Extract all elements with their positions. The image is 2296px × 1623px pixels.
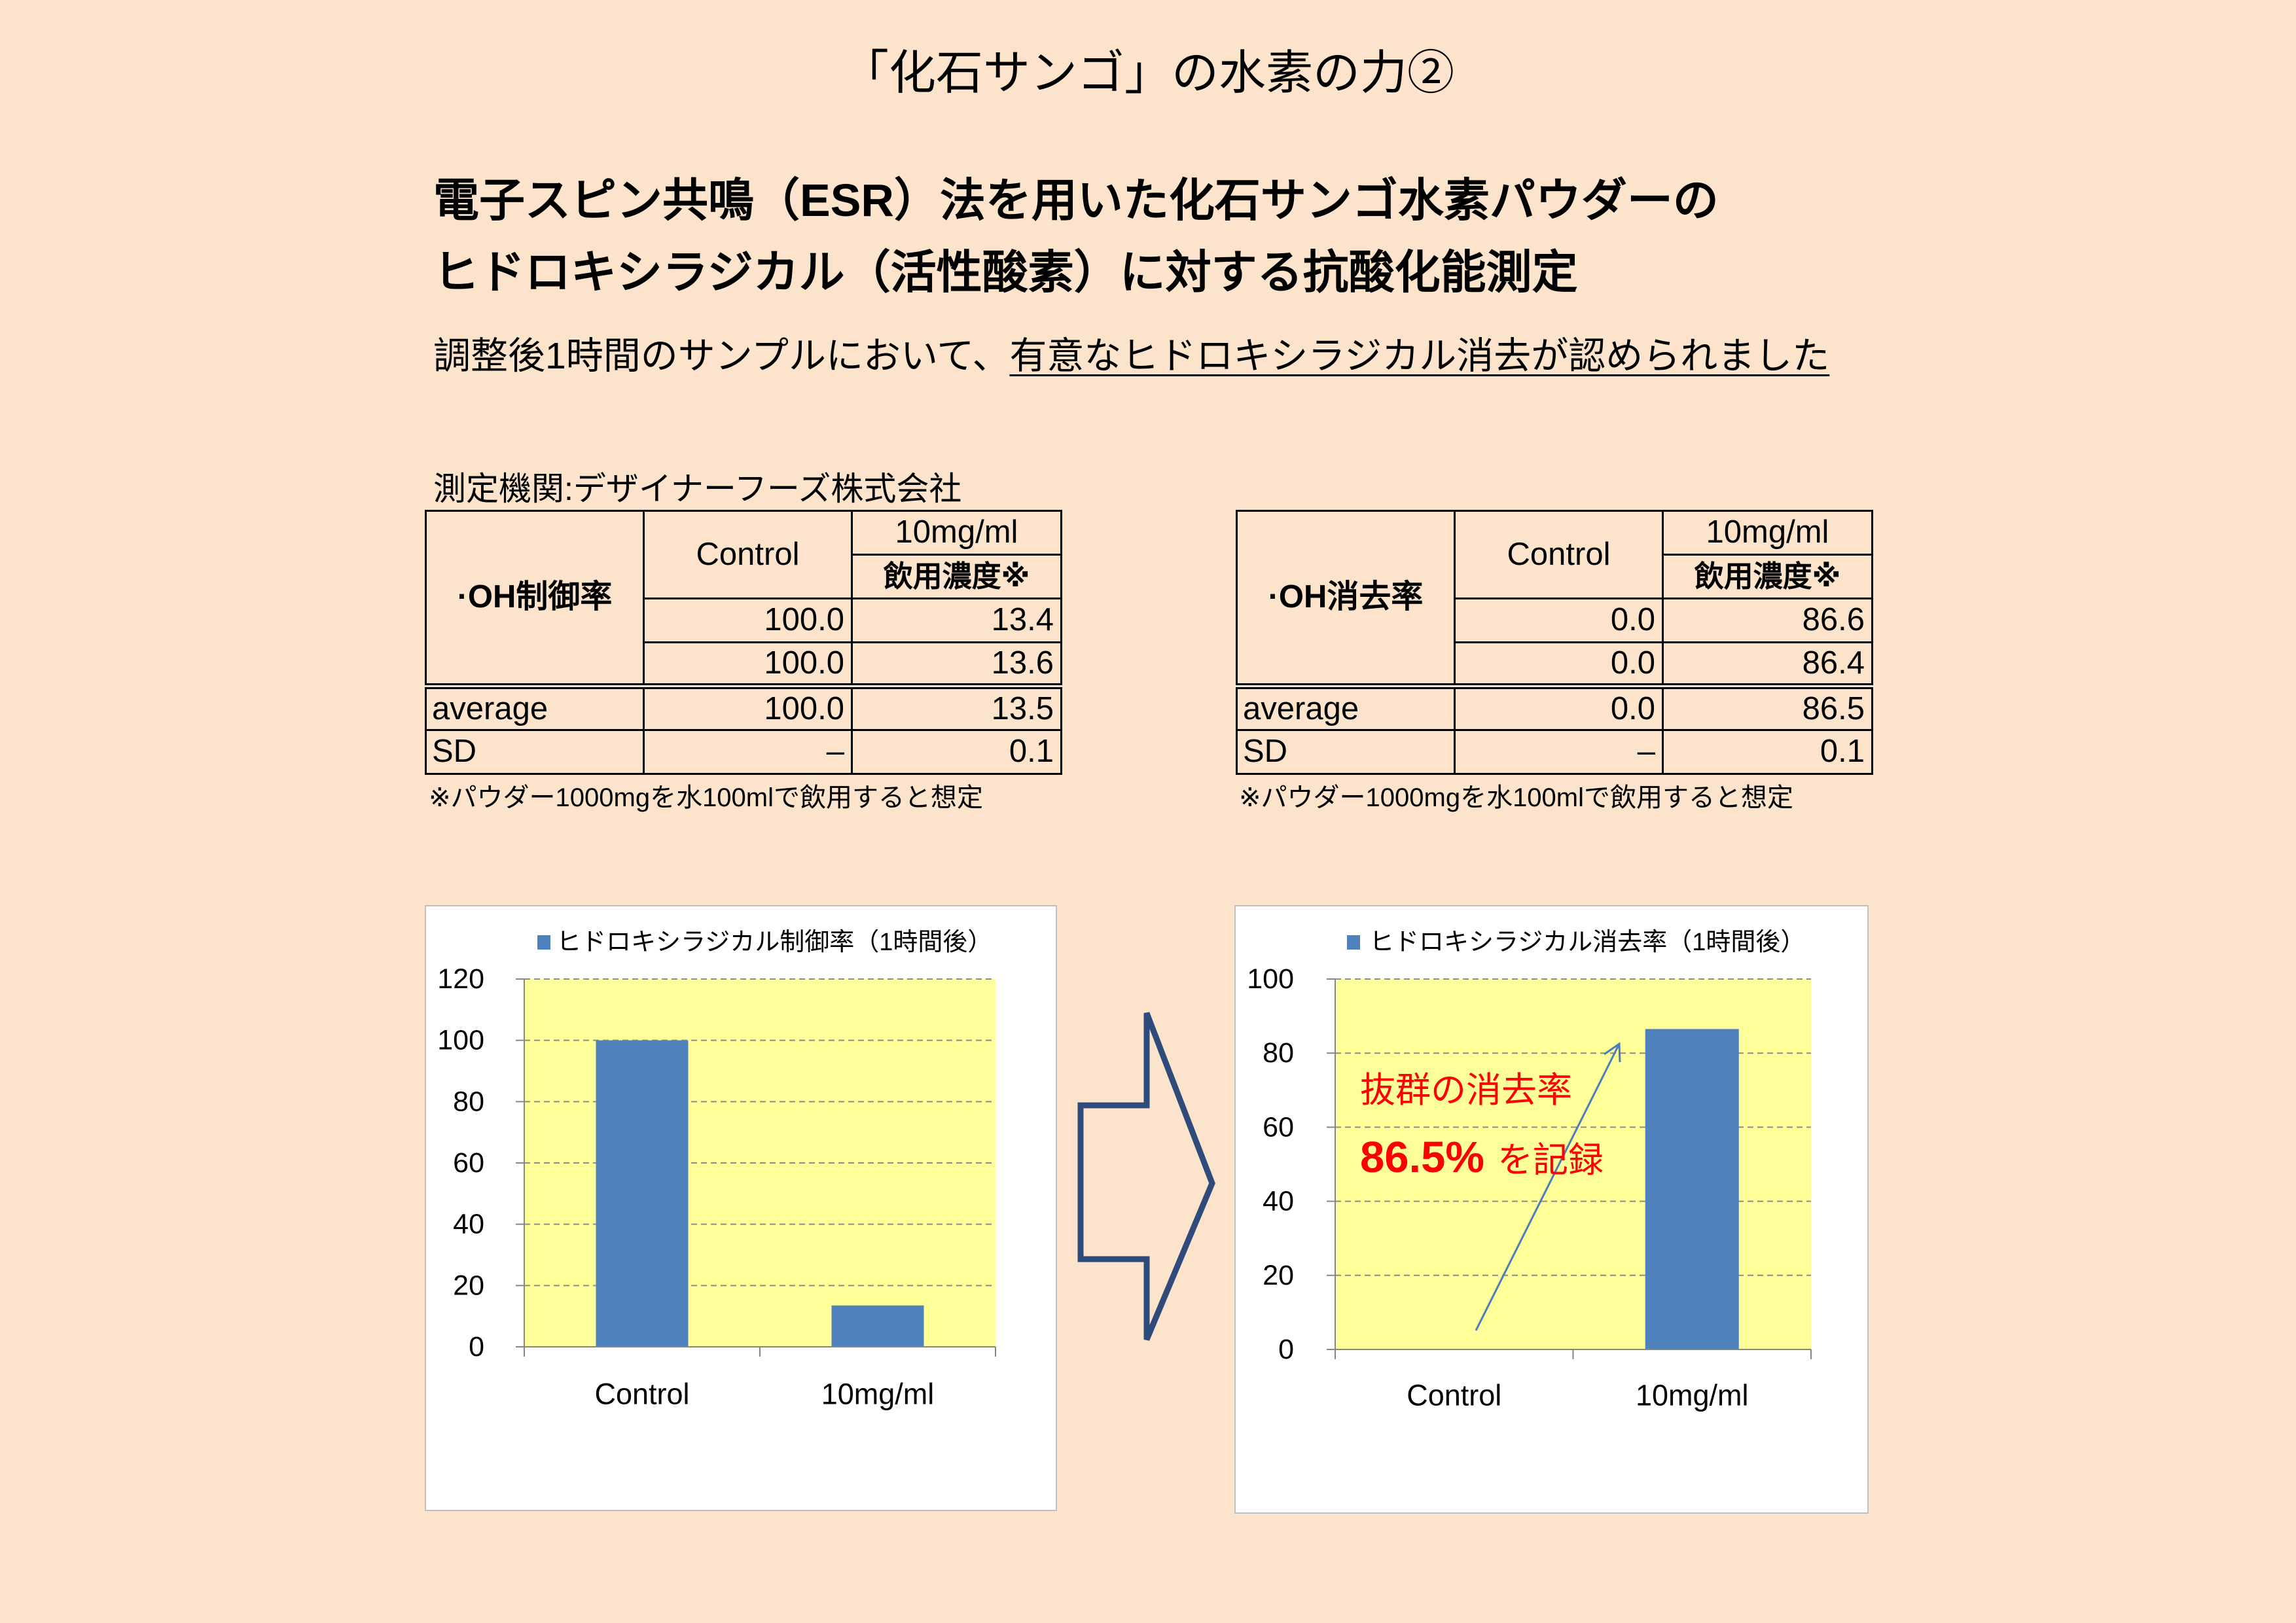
row-header-cell: ·OH消去率 [1236, 510, 1456, 687]
table-row: 0.0 86.6 [1237, 597, 1873, 643]
table-cell: 0.1 [1662, 729, 1873, 775]
table-row: 0.0 86.4 [1237, 641, 1873, 687]
table-cell: 0.0 [1454, 683, 1664, 731]
y-tick-label: 60 [1263, 1111, 1294, 1143]
table-row: 100.0 13.4 [426, 597, 1062, 643]
table-footnote: ※パウダー1000mgを水100mlで飲用すると想定 [1239, 783, 1794, 812]
bar-10mg-ml [831, 1305, 924, 1347]
legend-label: ヒドロキシラジカル制御率（1時間後） [556, 929, 992, 956]
measuring-institution: 測定機関:デザイナーフーズ株式会社 [433, 471, 962, 507]
y-tick-label: 40 [1263, 1186, 1294, 1217]
table-header-row: 飲用濃度※ [426, 554, 1062, 599]
y-tick-label: 80 [1263, 1037, 1294, 1069]
control-rate-chart-svg: Control 10mg/ml 0 20 40 60 80 100 120 ヒドロキシラジカル制… [437, 929, 996, 1411]
heading-line-2: ヒドロキシラジカル（活性酸素）に対する抗酸化能測定 [433, 247, 1578, 298]
y-tick-label: 0 [469, 1331, 484, 1363]
table-cell: – [643, 729, 853, 775]
sd-row: SD – 0.1 [425, 729, 1062, 775]
average-row: average 0.0 86.5 [1236, 683, 1873, 731]
table-cell: 13.5 [851, 683, 1062, 731]
trend-arrow-head [1604, 1042, 1621, 1063]
summary-plain: 調整後1時間のサンプルにおいて、 [433, 335, 1010, 377]
legend-swatch [537, 935, 550, 950]
table-header-row: ·OH制御率 Control 10mg/ml [425, 510, 1062, 687]
x-category-label: 10mg/ml [821, 1378, 935, 1411]
table-footnote: ※パウダー1000mgを水100mlで飲用すると想定 [429, 783, 984, 812]
block-arrow-shape [1077, 1012, 1215, 1341]
table-cell: 0.0 [1454, 597, 1664, 643]
y-tick-label: 100 [1247, 963, 1294, 995]
plot-group: Control 10mg/ml 0 20 40 60 80 100 120 [437, 963, 996, 1411]
right-block-arrow-icon [1077, 1012, 1215, 1341]
average-label: average [1236, 683, 1456, 731]
table-cell: 100.0 [643, 597, 853, 643]
dose-header-cell: 10mg/ml [1662, 510, 1873, 556]
table-row: 100.0 13.6 [426, 641, 1062, 687]
heading-line-1: 電子スピン共鳴（ESR）法を用いた化石サンゴ水素パウダーの [433, 175, 1719, 226]
sd-label: SD [425, 729, 645, 775]
y-tick-label: 100 [437, 1025, 484, 1056]
table-cell: 13.6 [851, 641, 1062, 687]
plot-group: Control 10mg/ml 0 20 40 60 80 100 [1247, 963, 1812, 1412]
oh-scavenging-rate-table: ·OH消去率 Control 10mg/ml 飲用濃度※ 0.0 86.6 0.… [1236, 510, 1873, 775]
y-tick-label: 0 [1278, 1334, 1294, 1365]
average-row: average 100.0 13.5 [425, 683, 1062, 731]
annotation-line-2: 86.5% を記録 [1360, 1132, 1604, 1196]
table-cell: 86.6 [1662, 597, 1873, 643]
table-header-row: 飲用濃度※ [1237, 554, 1873, 599]
table-cell: 86.5 [1662, 683, 1873, 731]
trend-arrow [1475, 1042, 1621, 1331]
y-tick-label: 40 [453, 1209, 484, 1240]
table-cell: 0.1 [851, 729, 1062, 775]
scavenging-rate-chart-svg: Control 10mg/ml 0 20 40 60 80 100 ヒドロキシラジカル消去率（… [1247, 929, 1812, 1412]
scavenging-rate-chart: Control 10mg/ml 0 20 40 60 80 100 ヒドロキシラジカル消去率（… [1234, 905, 1869, 1514]
legend-label: ヒドロキシラジカル消去率（1時間後） [1369, 929, 1805, 956]
annotation-suffix: を記録 [1497, 1141, 1604, 1180]
y-tick-label: 20 [453, 1270, 484, 1301]
summary-text: 調整後1時間のサンプルにおいて、有意なヒドロキシラジカル消去が認められました [433, 334, 1829, 378]
table-cell: 100.0 [643, 683, 853, 731]
y-tick-label: 80 [453, 1086, 484, 1117]
sd-row: SD – 0.1 [1236, 729, 1873, 775]
page-title: 「化石サンゴ」の水素の力② [841, 47, 1454, 99]
control-header-cell: Control [643, 510, 853, 599]
dose-header-cell: 10mg/ml [851, 510, 1062, 556]
y-tick-label: 120 [437, 963, 484, 995]
table-header-row: ·OH消去率 Control 10mg/ml [1236, 510, 1873, 687]
summary-underlined: 有意なヒドロキシラジカル消去が認められました [1009, 335, 1830, 377]
average-label: average [425, 683, 645, 731]
table-cell: 100.0 [643, 641, 853, 687]
bar-10mg-ml [1645, 1029, 1739, 1349]
trend-arrow-line [1475, 1043, 1621, 1331]
dose-note-header-cell: 飲用濃度※ [1662, 554, 1873, 599]
control-rate-chart: Control 10mg/ml 0 20 40 60 80 100 120 ヒドロキシラジカル制… [425, 905, 1057, 1511]
bar-control [596, 1040, 689, 1347]
table-cell: 0.0 [1454, 641, 1664, 687]
row-header-cell: ·OH制御率 [425, 510, 645, 687]
y-tick-label: 60 [453, 1147, 484, 1179]
oh-control-rate-table: ·OH制御率 Control 10mg/ml 飲用濃度※ 100.0 13.4 … [425, 510, 1062, 775]
table-cell: – [1454, 729, 1664, 775]
sd-label: SD [1236, 729, 1456, 775]
legend-swatch [1347, 935, 1360, 950]
x-category-label: Control [1407, 1379, 1501, 1412]
x-category-label: Control [594, 1378, 689, 1411]
x-category-label: 10mg/ml [1636, 1379, 1749, 1412]
table-cell: 13.4 [851, 597, 1062, 643]
dose-note-header-cell: 飲用濃度※ [851, 554, 1062, 599]
annotation-line-1: 抜群の消去率 [1360, 1071, 1572, 1110]
control-header-cell: Control [1454, 510, 1664, 599]
y-tick-label: 20 [1263, 1260, 1294, 1291]
annotation-highlight-value: 86.5% [1360, 1133, 1484, 1182]
table-cell: 86.4 [1662, 641, 1873, 687]
